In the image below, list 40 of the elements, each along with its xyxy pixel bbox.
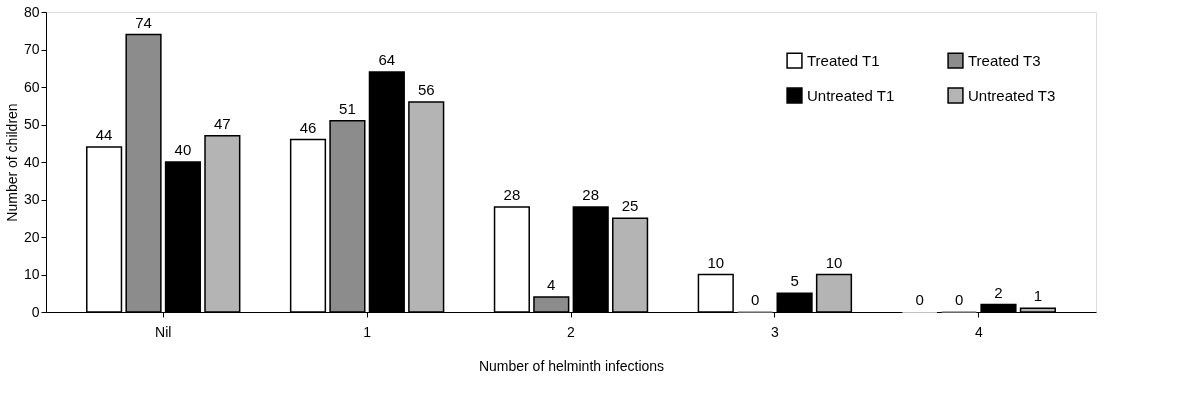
data-label: 44 (95, 126, 113, 143)
x-tick-label: 3 (770, 323, 779, 340)
data-label: 5 (790, 272, 799, 290)
y-axis-title: Number of children (3, 103, 20, 222)
data-label: 4 (547, 276, 556, 293)
legend-label: Treated T1 (807, 51, 880, 69)
data-label: 10 (707, 253, 725, 271)
legend-label: Untreated T3 (968, 86, 1056, 104)
data-label: 25 (621, 197, 639, 215)
data-label: 40 (174, 141, 192, 158)
data-label: 28 (582, 186, 600, 203)
y-tick-label: 40 (23, 153, 40, 170)
data-label: 0 (751, 291, 760, 308)
x-tick-label: 1 (363, 323, 372, 340)
data-label: 2 (994, 283, 1003, 301)
data-label: 1 (1033, 287, 1043, 305)
y-tick-label: 70 (23, 41, 40, 57)
data-label: 28 (503, 186, 521, 203)
y-tick-label: 0 (31, 303, 40, 320)
data-label: 10 (825, 253, 843, 271)
data-label: 51 (339, 99, 356, 117)
legend-label: Untreated T1 (807, 86, 895, 104)
y-tick-label: 80 (23, 3, 40, 20)
legend-label: Treated T3 (968, 51, 1041, 69)
y-tick-label: 30 (23, 191, 40, 207)
data-label: 47 (214, 114, 231, 132)
y-tick-label: 10 (23, 266, 40, 282)
y-tick-label: 60 (23, 78, 40, 95)
x-axis-title: Number of helminth infections (478, 357, 665, 374)
x-tick-label: 4 (974, 323, 983, 340)
x-tick-label: Nil (155, 323, 172, 340)
x-tick-label: 2 (567, 323, 576, 340)
data-label: 64 (378, 51, 396, 68)
data-label: 74 (135, 13, 152, 31)
data-label: 0 (954, 291, 964, 308)
data-label: 46 (299, 118, 317, 136)
data-label: 56 (417, 81, 435, 98)
data-label: 0 (915, 291, 924, 308)
y-tick-label: 50 (23, 116, 40, 132)
y-tick-label: 20 (23, 228, 40, 245)
